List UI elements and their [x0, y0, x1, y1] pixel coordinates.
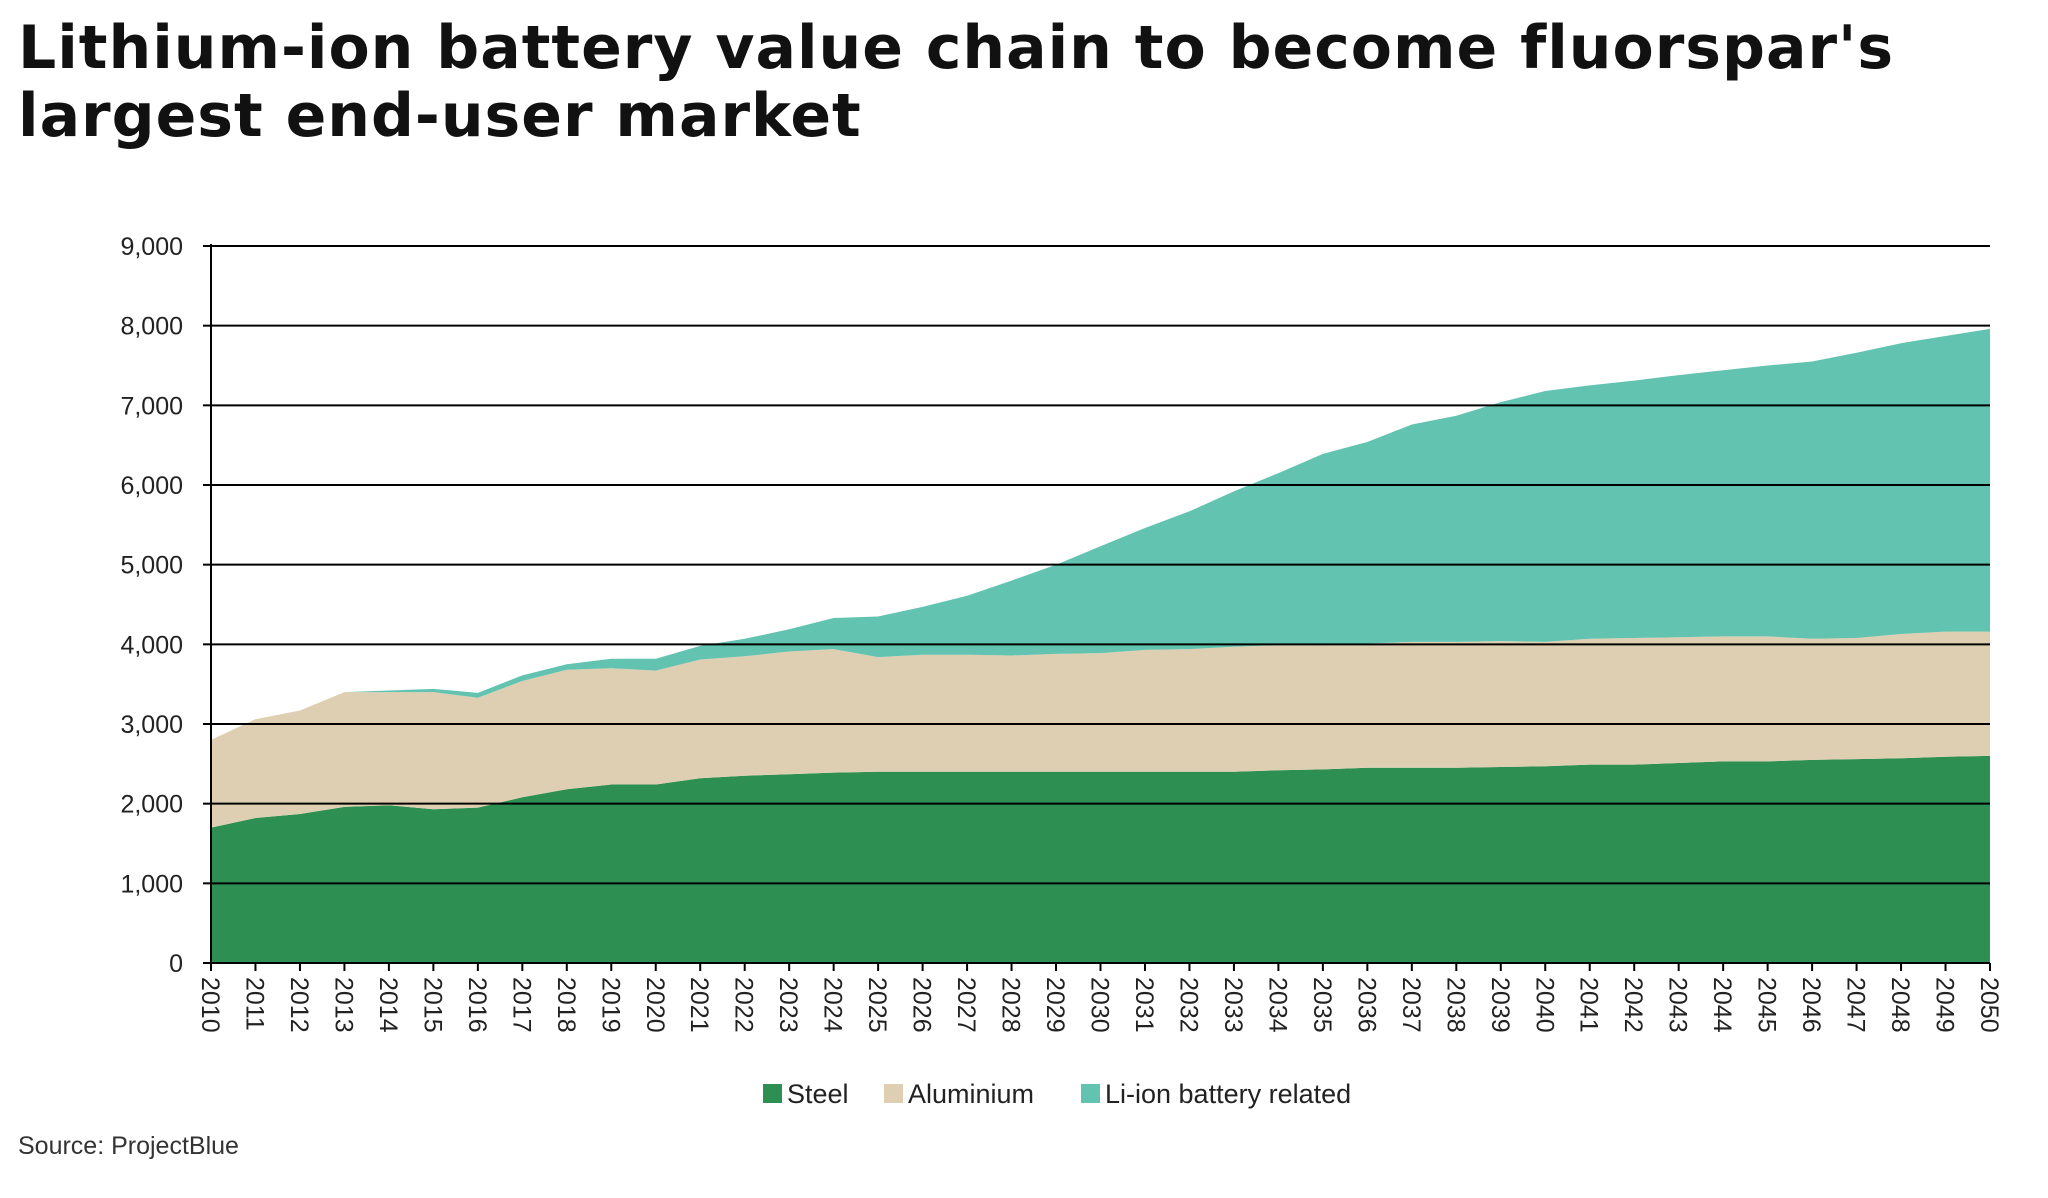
x-tick-label: 2039 [1486, 977, 1514, 1033]
x-tick-label: 2036 [1352, 977, 1380, 1033]
x-tick-label: 2013 [329, 977, 357, 1033]
x-tick-label: 2032 [1175, 977, 1203, 1033]
x-tick-label: 2019 [596, 977, 624, 1033]
x-tick-label: 2033 [1219, 977, 1247, 1033]
chart-legend: Steel Aluminium Li-ion battery related [763, 1079, 1351, 1109]
x-tick-label: 2011 [241, 977, 269, 1031]
x-tick-label: 2045 [1753, 977, 1781, 1033]
legend-item-aluminium: Aluminium [884, 1079, 1034, 1109]
y-tick-label: 5,000 [120, 552, 183, 580]
legend-label: Aluminium [908, 1079, 1034, 1109]
area-aluminium [211, 631, 1990, 828]
x-tick-label: 2038 [1441, 977, 1469, 1033]
legend-item-steel: Steel [763, 1079, 849, 1109]
chart-title: Lithium-ion battery value chain to becom… [18, 13, 1895, 151]
x-tick-label: 2029 [1041, 977, 1069, 1033]
x-tick-label: 2023 [774, 977, 802, 1033]
x-tick-label: 2048 [1886, 977, 1914, 1033]
x-tick-label: 2015 [418, 977, 446, 1033]
x-tick-label: 2012 [285, 977, 313, 1033]
x-tick-label: 2035 [1308, 977, 1336, 1033]
y-tick-label: 9,000 [120, 233, 183, 261]
x-tick-label: 2016 [463, 977, 491, 1033]
y-tick-label: 8,000 [120, 313, 183, 341]
x-tick-label: 2050 [1975, 977, 2003, 1033]
y-tick-label: 2,000 [120, 791, 183, 819]
x-tick-label: 2046 [1797, 977, 1825, 1033]
legend-label: Li-ion battery related [1105, 1079, 1351, 1109]
source-note: Source: ProjectBlue [18, 1132, 239, 1160]
x-tick-label: 2049 [1931, 977, 1959, 1033]
x-tick-label: 2021 [685, 977, 713, 1033]
y-tick-label: 3,000 [120, 711, 183, 739]
x-tick-label: 2040 [1530, 977, 1558, 1033]
y-tick-label: 0 [169, 950, 183, 978]
area-li-ion-battery-related [211, 328, 1990, 740]
legend-label: Steel [787, 1079, 849, 1109]
x-tick-label: 2024 [819, 977, 847, 1033]
x-tick-label: 2020 [641, 977, 669, 1033]
x-tick-label: 2014 [374, 977, 402, 1033]
legend-swatch [884, 1084, 903, 1103]
x-tick-label: 2018 [552, 977, 580, 1033]
x-tick-label: 2027 [952, 977, 980, 1033]
legend-swatch [763, 1084, 782, 1103]
x-tick-label: 2041 [1575, 977, 1603, 1033]
y-tick-label: 4,000 [120, 631, 183, 659]
x-tick-label: 2044 [1708, 977, 1736, 1033]
area-steel [211, 755, 1990, 963]
x-tick-label: 2026 [908, 977, 936, 1033]
x-tick-label: 2043 [1664, 977, 1692, 1033]
x-tick-label: 2022 [730, 977, 758, 1033]
x-tick-label: 2031 [1130, 977, 1158, 1033]
x-axis-ticks: 2010 2011 2012 2013 2014 2015 2016 2017 2018 2019… [196, 963, 2003, 1033]
x-tick-label: 2017 [507, 977, 535, 1033]
x-tick-label: 2042 [1619, 977, 1647, 1033]
chart-gridlines [211, 245, 1990, 885]
x-tick-label: 2034 [1263, 977, 1291, 1033]
x-tick-label: 2037 [1397, 977, 1425, 1033]
chart-areas [211, 328, 1990, 963]
legend-swatch [1081, 1084, 1100, 1103]
x-tick-label: 2030 [1086, 977, 1114, 1033]
x-tick-label: 2010 [196, 977, 224, 1033]
y-axis-ticks: 0 1,000 2,000 3,000 4,000 5,000 6,000 7,000 8,00… [120, 233, 211, 978]
y-tick-label: 1,000 [120, 870, 183, 898]
x-tick-label: 2028 [997, 977, 1025, 1033]
y-tick-label: 6,000 [120, 472, 183, 500]
x-tick-label: 2047 [1842, 977, 1870, 1033]
x-tick-label: 2025 [863, 977, 891, 1033]
legend-item-li-ion-battery-related: Li-ion battery related [1081, 1079, 1351, 1109]
y-tick-label: 7,000 [120, 392, 183, 420]
